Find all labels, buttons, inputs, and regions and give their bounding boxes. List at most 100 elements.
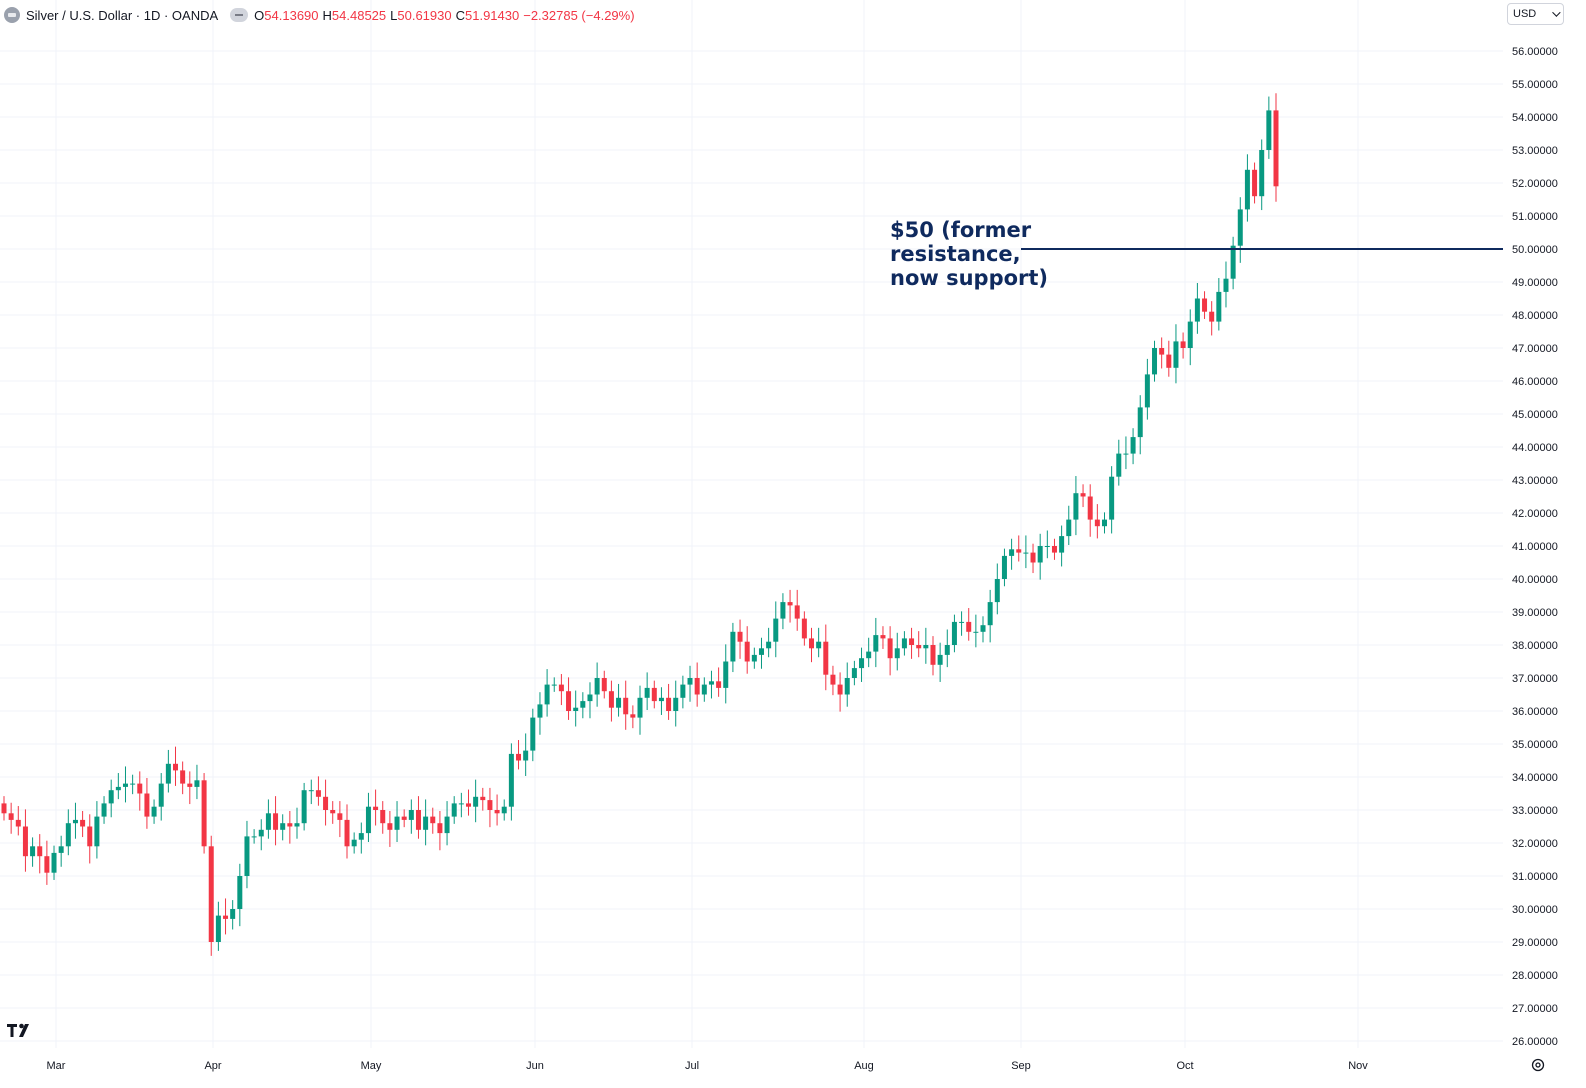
- candle[interactable]: [558, 674, 564, 706]
- candle[interactable]: [494, 794, 500, 826]
- candle[interactable]: [258, 819, 264, 851]
- currency-selector[interactable]: USD: [1507, 3, 1564, 25]
- candle[interactable]: [122, 766, 128, 803]
- candle[interactable]: [851, 660, 857, 686]
- candle[interactable]: [323, 779, 329, 826]
- candle[interactable]: [644, 672, 650, 711]
- candle[interactable]: [430, 807, 436, 834]
- candle[interactable]: [1023, 535, 1029, 569]
- candle[interactable]: [687, 665, 693, 702]
- candle[interactable]: [1087, 484, 1093, 537]
- candle[interactable]: [330, 801, 336, 824]
- candle[interactable]: [94, 801, 100, 859]
- candle[interactable]: [365, 792, 371, 843]
- candle[interactable]: [158, 773, 164, 821]
- candle[interactable]: [394, 801, 400, 843]
- tradingview-logo-icon[interactable]: [6, 1022, 38, 1038]
- candle[interactable]: [1223, 261, 1229, 308]
- candle[interactable]: [544, 669, 550, 717]
- candle[interactable]: [1051, 538, 1057, 560]
- candle[interactable]: [701, 677, 707, 702]
- candle[interactable]: [480, 787, 486, 811]
- candle[interactable]: [566, 677, 572, 720]
- candle[interactable]: [273, 796, 279, 846]
- candle[interactable]: [151, 799, 157, 824]
- candle[interactable]: [1, 796, 7, 821]
- candle[interactable]: [1159, 337, 1165, 369]
- candle[interactable]: [608, 680, 614, 722]
- candle[interactable]: [780, 593, 786, 630]
- price-axis[interactable]: 26.00000 27.00000 28.00000 29.00000 30.00000…: [1512, 46, 1558, 1048]
- candle[interactable]: [344, 804, 350, 859]
- candle[interactable]: [923, 627, 929, 664]
- candle[interactable]: [1273, 93, 1279, 202]
- candle[interactable]: [337, 801, 343, 838]
- candle[interactable]: [758, 637, 764, 669]
- candle[interactable]: [315, 776, 321, 806]
- candle[interactable]: [1101, 512, 1107, 534]
- candle[interactable]: [58, 835, 64, 867]
- candle[interactable]: [401, 809, 407, 828]
- candle[interactable]: [909, 627, 915, 659]
- candle[interactable]: [866, 637, 872, 668]
- candle[interactable]: [415, 796, 421, 839]
- candle[interactable]: [101, 796, 107, 824]
- candle[interactable]: [223, 898, 229, 935]
- candle[interactable]: [966, 608, 972, 641]
- candle[interactable]: [1137, 395, 1143, 455]
- candle[interactable]: [901, 631, 907, 656]
- candle[interactable]: [616, 683, 622, 717]
- candle[interactable]: [623, 680, 629, 730]
- candle[interactable]: [387, 810, 393, 847]
- candle[interactable]: [880, 626, 886, 649]
- candle[interactable]: [673, 680, 679, 727]
- candle[interactable]: [265, 799, 271, 839]
- candle[interactable]: [680, 675, 686, 709]
- candle[interactable]: [373, 789, 379, 826]
- candle[interactable]: [916, 631, 922, 658]
- candle[interactable]: [630, 705, 636, 729]
- candle[interactable]: [730, 622, 736, 673]
- candle[interactable]: [594, 662, 600, 707]
- candle[interactable]: [144, 777, 150, 829]
- candle[interactable]: [1009, 538, 1015, 570]
- candle[interactable]: [244, 820, 250, 889]
- candle[interactable]: [8, 802, 14, 834]
- candle[interactable]: [973, 614, 979, 648]
- candle[interactable]: [508, 743, 514, 821]
- candle[interactable]: [194, 764, 200, 800]
- candle[interactable]: [65, 809, 71, 856]
- candle[interactable]: [587, 682, 593, 719]
- candle[interactable]: [1166, 340, 1172, 377]
- candle[interactable]: [1187, 309, 1193, 366]
- candle[interactable]: [1209, 301, 1215, 336]
- candle[interactable]: [959, 611, 965, 636]
- candle[interactable]: [444, 801, 450, 846]
- candle[interactable]: [1173, 324, 1179, 384]
- candle[interactable]: [280, 814, 286, 841]
- candle[interactable]: [1123, 436, 1129, 470]
- candle[interactable]: [1059, 525, 1065, 567]
- candle[interactable]: [237, 863, 243, 927]
- candle[interactable]: [44, 840, 50, 885]
- candle[interactable]: [694, 662, 700, 707]
- candle[interactable]: [215, 901, 221, 951]
- candle[interactable]: [887, 626, 893, 676]
- candle[interactable]: [823, 624, 829, 691]
- candle[interactable]: [1237, 197, 1243, 263]
- candle[interactable]: [844, 662, 850, 707]
- candle[interactable]: [801, 611, 807, 646]
- candle[interactable]: [1130, 428, 1136, 465]
- candle[interactable]: [1037, 533, 1043, 580]
- candle[interactable]: [930, 636, 936, 676]
- candle[interactable]: [1094, 504, 1100, 539]
- candle[interactable]: [137, 771, 143, 811]
- candle[interactable]: [951, 614, 957, 653]
- candle[interactable]: [30, 837, 36, 867]
- candle[interactable]: [487, 787, 493, 828]
- candle[interactable]: [351, 832, 357, 854]
- candle[interactable]: [666, 683, 672, 720]
- candle[interactable]: [737, 619, 743, 659]
- candle[interactable]: [708, 670, 714, 699]
- candle[interactable]: [523, 733, 529, 777]
